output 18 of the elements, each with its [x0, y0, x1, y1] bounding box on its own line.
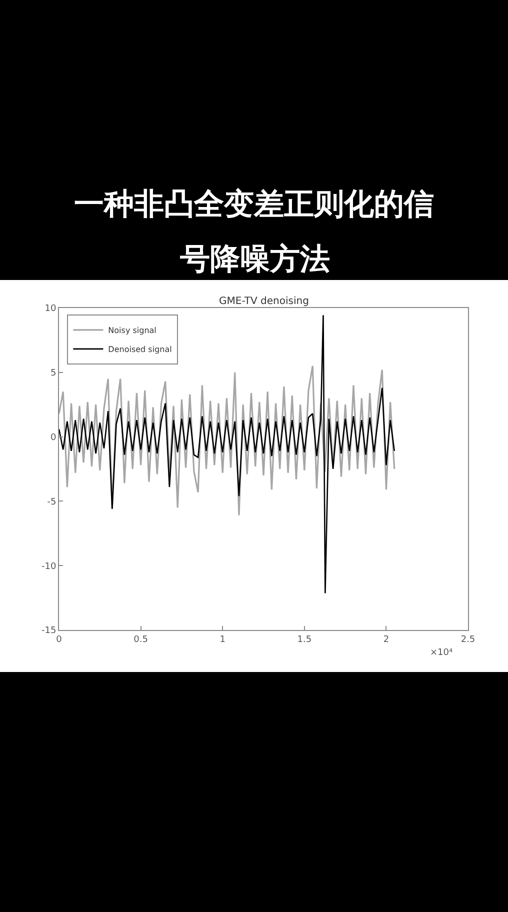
y-tick-label: 0 — [50, 432, 56, 443]
chart-subtitle: GME-TV denoising — [219, 296, 309, 307]
y-tick-label: -5 — [47, 497, 56, 508]
x-tick-label: 2 — [383, 634, 390, 645]
y-tick-label: -15 — [41, 626, 56, 636]
legend-label: Denoised signal — [108, 345, 172, 354]
x-tick-label: 1.5 — [297, 634, 312, 645]
y-tick-label: 5 — [50, 368, 56, 379]
chart-title: 一种非凸全变差正则化的信号降噪方法 — [74, 187, 434, 277]
x-tick-label: 0.5 — [134, 634, 148, 645]
x-tick-label: 2.5 — [460, 634, 476, 645]
line-series — [59, 314, 396, 594]
line-series — [59, 365, 396, 516]
y-tick-label: 10 — [44, 304, 56, 314]
y-tick-label: -10 — [41, 562, 56, 572]
legend-label: Noisy signal — [108, 326, 156, 336]
x-tick-label: 1 — [220, 634, 226, 645]
text: ×10⁴ — [430, 648, 453, 658]
